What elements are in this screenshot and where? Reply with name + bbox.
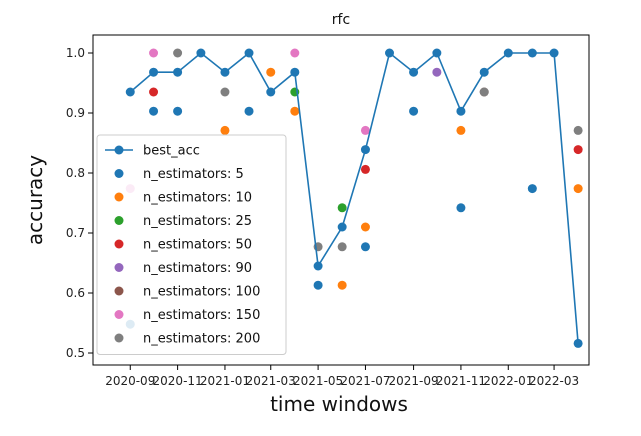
chart-title: rfc bbox=[332, 12, 350, 28]
marker-best-acc bbox=[337, 222, 347, 232]
marker-best-acc bbox=[196, 48, 206, 58]
x-tick-label: 2021-09 bbox=[389, 374, 439, 388]
plot-frame bbox=[92, 34, 590, 366]
legend-label: n_estimators: 150 bbox=[143, 308, 260, 323]
point-n-estimators-10 bbox=[573, 184, 583, 194]
legend-marker bbox=[114, 333, 124, 343]
point-n-estimators-10 bbox=[337, 280, 347, 290]
legend-label: n_estimators: 25 bbox=[143, 214, 252, 229]
marker-best-acc bbox=[290, 67, 300, 77]
marker-best-acc bbox=[149, 67, 159, 77]
point-n-estimators-10 bbox=[220, 125, 230, 135]
point-n-estimators-10 bbox=[266, 67, 276, 77]
legend-label: n_estimators: 50 bbox=[143, 238, 252, 253]
y-tick-label: 0.5 bbox=[66, 346, 85, 360]
x-tick-label: 2021-07 bbox=[340, 374, 390, 388]
marker-best-acc bbox=[220, 67, 230, 77]
point-n-estimators-200 bbox=[479, 87, 489, 97]
point-n-estimators-10 bbox=[360, 222, 370, 232]
point-n-estimators-10 bbox=[290, 106, 300, 116]
point-n-estimators-5 bbox=[149, 106, 159, 116]
point-n-estimators-5 bbox=[409, 106, 419, 116]
point-n-estimators-5 bbox=[456, 203, 466, 213]
marker-best-acc bbox=[244, 48, 254, 58]
point-n-estimators-5 bbox=[360, 242, 370, 252]
y-tick-label: 0.6 bbox=[66, 286, 85, 300]
point-n-estimators-50 bbox=[573, 145, 583, 155]
marker-best-acc bbox=[549, 48, 559, 58]
point-n-estimators-50 bbox=[149, 87, 159, 97]
point-n-estimators-25 bbox=[337, 203, 347, 213]
x-tick-label: 2021-05 bbox=[293, 374, 343, 388]
legend-label: best_acc bbox=[143, 144, 200, 159]
point-n-estimators-5 bbox=[527, 184, 537, 194]
legend-box bbox=[96, 134, 287, 355]
point-n-estimators-5 bbox=[173, 106, 183, 116]
y-axis-label: accuracy bbox=[23, 155, 47, 245]
point-n-estimators-150 bbox=[149, 48, 159, 58]
x-tick-label: 2021-11 bbox=[436, 374, 486, 388]
x-tick-label: 2021-03 bbox=[246, 374, 296, 388]
x-tick-label: 2022-01 bbox=[483, 374, 533, 388]
marker-best-acc bbox=[385, 48, 395, 58]
x-tick-label: 2022-03 bbox=[529, 374, 579, 388]
point-n-estimators-200 bbox=[337, 242, 347, 252]
marker-best-acc bbox=[173, 67, 183, 77]
marker-best-acc bbox=[125, 87, 135, 97]
line-best-acc bbox=[129, 51, 579, 344]
marker-best-acc bbox=[313, 261, 323, 271]
legend-label: n_estimators: 10 bbox=[143, 191, 252, 206]
x-tick-label: 2020-09 bbox=[105, 374, 155, 388]
point-n-estimators-200 bbox=[573, 125, 583, 135]
point-n-estimators-150 bbox=[360, 125, 370, 135]
legend-label: n_estimators: 5 bbox=[143, 167, 244, 182]
point-n-estimators-200 bbox=[220, 87, 230, 97]
x-axis: 2020-092020-112021-012021-032021-052021-… bbox=[105, 365, 579, 388]
legend-marker bbox=[114, 192, 124, 202]
y-axis: 0.5 0.6 0.7 0.8 0.9 1.0 bbox=[66, 46, 93, 360]
legend-label: n_estimators: 200 bbox=[143, 332, 260, 347]
marker-best-acc bbox=[360, 145, 370, 155]
legend-label: n_estimators: 90 bbox=[143, 261, 252, 276]
point-n-estimators-50 bbox=[360, 164, 370, 174]
marker-best-acc bbox=[409, 67, 419, 77]
legend-marker bbox=[114, 286, 124, 296]
x-axis-label: time windows bbox=[270, 392, 408, 416]
marker-best-acc bbox=[503, 48, 513, 58]
y-tick-label: 0.8 bbox=[66, 166, 85, 180]
marker-best-acc bbox=[266, 87, 276, 97]
legend-label: n_estimators: 100 bbox=[143, 285, 260, 300]
marker-best-acc bbox=[432, 48, 442, 58]
y-tick-label: 1.0 bbox=[66, 46, 85, 60]
legend-marker bbox=[114, 310, 124, 319]
x-tick-label: 2020-11 bbox=[153, 374, 203, 388]
point-n-estimators-150 bbox=[290, 48, 300, 58]
legend-marker bbox=[114, 263, 124, 272]
marker-best-acc bbox=[456, 106, 466, 116]
legend-marker bbox=[114, 145, 124, 155]
y-tick-label: 0.9 bbox=[66, 106, 85, 120]
point-n-estimators-5 bbox=[244, 106, 254, 116]
legend: best_acc n_estimators: 5 n_estimators: 10 n… bbox=[96, 134, 287, 355]
y-tick-label: 0.7 bbox=[66, 226, 85, 240]
marker-best-acc bbox=[479, 67, 489, 77]
point-n-estimators-90 bbox=[432, 67, 442, 77]
x-tick-label: 2021-01 bbox=[200, 374, 250, 388]
point-n-estimators-200 bbox=[173, 48, 183, 58]
point-n-estimators-5 bbox=[313, 280, 323, 290]
legend-marker bbox=[114, 169, 124, 178]
legend-marker bbox=[114, 239, 124, 249]
point-n-estimators-10 bbox=[456, 125, 466, 135]
legend-marker bbox=[114, 216, 124, 225]
marker-best-acc bbox=[527, 48, 537, 58]
marker-best-acc bbox=[573, 338, 583, 348]
